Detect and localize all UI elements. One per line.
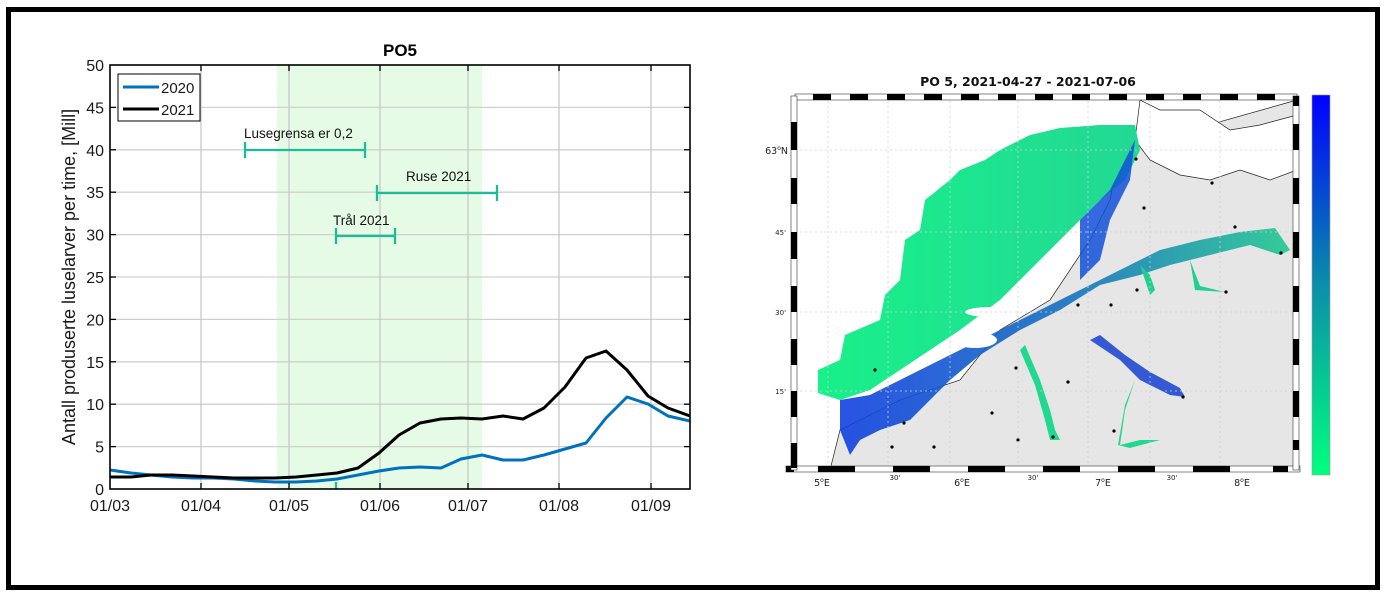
x-tick-labels: 01/03 01/04 01/05 01/06 01/07 01/08 01/0… bbox=[90, 498, 671, 515]
lon-label-5e: 5oE bbox=[814, 477, 830, 489]
colorbar bbox=[1311, 94, 1331, 476]
sea-domain bbox=[818, 125, 1140, 400]
svg-text:20: 20 bbox=[86, 312, 104, 329]
map-title: PO 5, 2021-04-27 - 2021-07-06 bbox=[920, 74, 1136, 89]
lat-label-30: 30' bbox=[775, 309, 786, 317]
graticule bbox=[795, 96, 1297, 470]
y-axis-label: Antall produserte luselarver per time, [… bbox=[59, 109, 79, 445]
annotation-lusegrensa: Lusegrensa er 0,2 bbox=[244, 126, 353, 141]
svg-text:10: 10 bbox=[86, 397, 104, 414]
fjord-south-1 bbox=[1020, 345, 1060, 440]
lat-label-45: 45' bbox=[775, 229, 786, 237]
lat-label-63n: 63oN bbox=[765, 145, 788, 157]
svg-text:5: 5 bbox=[95, 440, 104, 457]
station-markers bbox=[873, 157, 1283, 449]
svg-text:0: 0 bbox=[95, 482, 104, 499]
northern-water bbox=[1134, 99, 1298, 181]
lon-label-30a: 30' bbox=[890, 474, 901, 482]
lon-label-7e: 7oE bbox=[1095, 477, 1111, 489]
svg-text:50: 50 bbox=[86, 58, 104, 75]
lat-label-15: 15' bbox=[775, 388, 786, 396]
svg-text:35: 35 bbox=[86, 185, 104, 202]
map-frame bbox=[785, 93, 1301, 473]
svg-text:01/07: 01/07 bbox=[448, 498, 488, 515]
svg-text:01/03: 01/03 bbox=[90, 498, 130, 515]
annotation-ruse: Ruse 2021 bbox=[406, 169, 471, 184]
svg-text:01/08: 01/08 bbox=[539, 498, 579, 515]
svg-text:01/05: 01/05 bbox=[269, 498, 309, 515]
legend: 2020 2021 bbox=[117, 73, 201, 122]
annotation-tral: Trål 2021 bbox=[333, 213, 390, 228]
lon-label-8e: 8oE bbox=[1234, 477, 1250, 489]
svg-text:01/06: 01/06 bbox=[360, 498, 400, 515]
series-2021-line bbox=[110, 349, 690, 480]
white-patch bbox=[953, 332, 997, 348]
fjord-south-2 bbox=[1118, 380, 1160, 448]
lon-label-30b: 30' bbox=[1028, 474, 1039, 482]
svg-text:30: 30 bbox=[86, 228, 104, 245]
annotation-bars bbox=[243, 142, 499, 489]
svg-text:15: 15 bbox=[86, 355, 104, 372]
map-panel: PO 5, 2021-04-27 - 2021-07-06 bbox=[765, 74, 1331, 489]
svg-text:40: 40 bbox=[86, 143, 104, 160]
svg-text:45: 45 bbox=[86, 100, 104, 117]
svg-text:01/09: 01/09 bbox=[631, 498, 671, 515]
lon-label-30c: 30' bbox=[1167, 474, 1178, 482]
y-tick-labels: 0 5 10 15 20 25 30 35 40 45 50 bbox=[86, 58, 104, 499]
svg-text:01/04: 01/04 bbox=[181, 498, 221, 515]
line-chart: PO5 bbox=[59, 41, 691, 515]
svg-text:25: 25 bbox=[86, 270, 104, 287]
fjord-north bbox=[1080, 140, 1135, 280]
legend-label-2021: 2021 bbox=[161, 102, 194, 119]
tick-marks bbox=[110, 65, 690, 489]
fjord-east bbox=[1090, 335, 1185, 397]
chart-title: PO5 bbox=[383, 41, 417, 60]
legend-label-2020: 2020 bbox=[161, 80, 194, 97]
lon-label-6e: 6oE bbox=[954, 477, 970, 489]
